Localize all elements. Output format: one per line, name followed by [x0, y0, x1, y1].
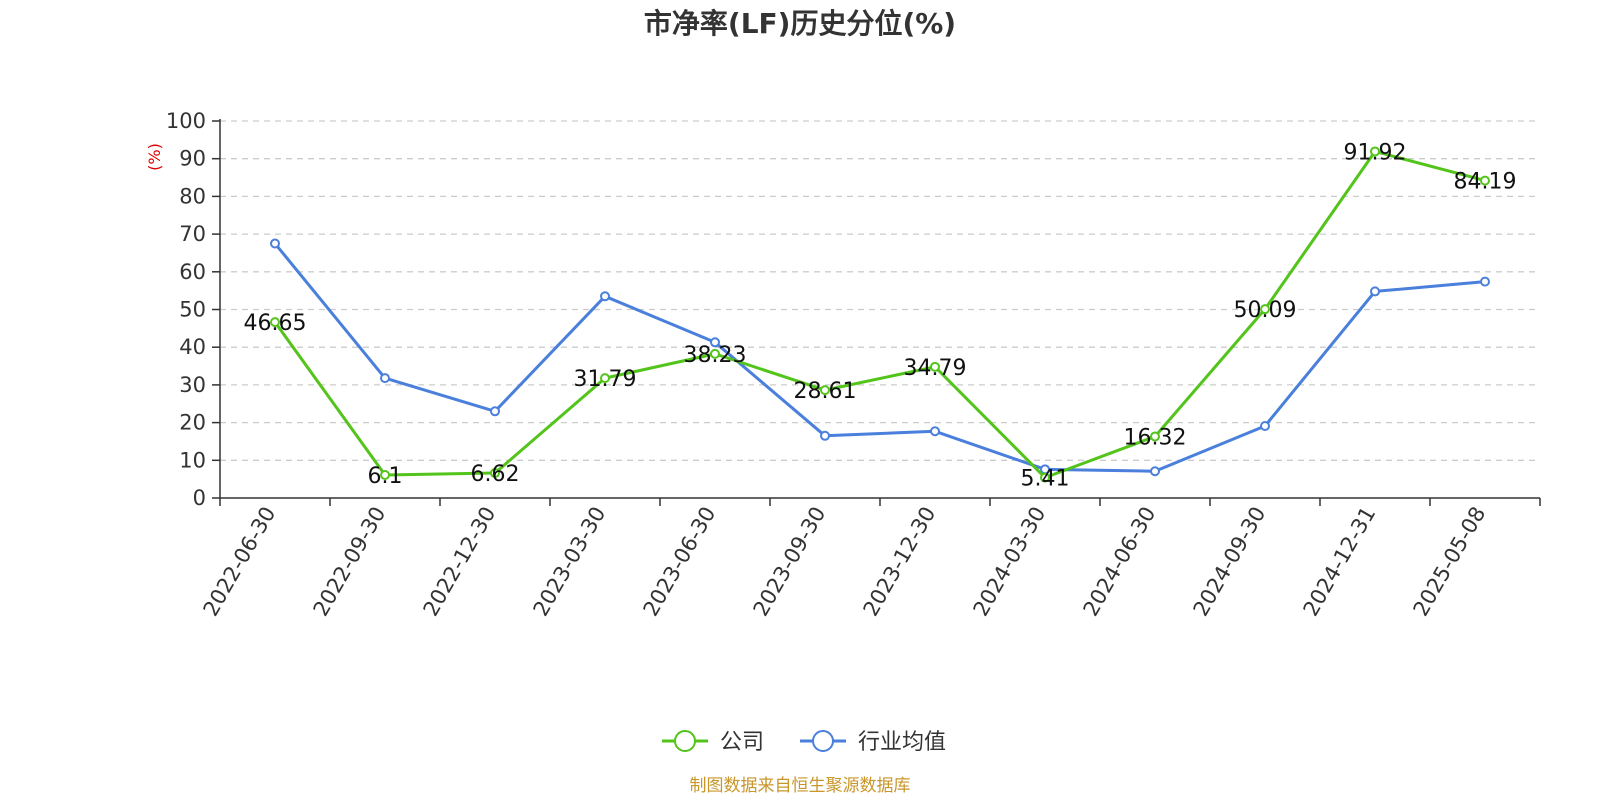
data-point — [490, 406, 500, 417]
data-point — [270, 238, 280, 249]
data-point — [380, 373, 390, 384]
legend-marker — [674, 730, 696, 752]
data-label: 16.32 — [1124, 425, 1187, 450]
x-tick-label: 2022-12-30 — [419, 503, 501, 621]
y-tick-labels: 0 10 20 30 40 50 60 70 80 90 100 — [166, 109, 206, 510]
y-tick-label: 70 — [179, 222, 206, 246]
data-point — [1260, 304, 1270, 315]
data-point — [1370, 286, 1380, 297]
data-point — [1040, 472, 1050, 483]
y-tick-label: 30 — [179, 373, 206, 397]
data-label: 6.62 — [471, 462, 520, 487]
data-point — [270, 317, 280, 328]
y-tick-label: 10 — [179, 448, 206, 472]
series-line — [273, 242, 1486, 473]
data-point — [1370, 146, 1380, 157]
x-tick-label: 2025-05-08 — [1409, 503, 1491, 621]
x-tick-label: 2022-06-30 — [199, 503, 281, 621]
x-tick-label: 2023-03-30 — [529, 503, 611, 621]
x-tick-label: 2023-09-30 — [749, 503, 831, 621]
data-label: 28.61 — [794, 379, 857, 404]
data-point — [600, 373, 610, 384]
y-tick-label: 40 — [179, 335, 206, 359]
source-note: 制图数据来自恒生聚源数据库 — [690, 776, 911, 796]
grid-lines — [220, 120, 1540, 461]
data-point — [1260, 420, 1270, 431]
series-line — [273, 149, 1486, 480]
y-axis-label: (%) — [145, 143, 164, 171]
data-label: 5.41 — [1021, 467, 1070, 492]
x-tick-label: 2024-12-31 — [1299, 503, 1381, 621]
axes — [212, 119, 1541, 506]
data-point — [820, 430, 830, 441]
data-label: 31.79 — [574, 367, 637, 392]
data-point — [1480, 276, 1490, 287]
x-tick-label: 2024-09-30 — [1189, 503, 1271, 621]
y-tick-label: 0 — [193, 486, 206, 510]
legend: 公司 行业均值 — [662, 730, 946, 755]
y-tick-label: 90 — [179, 147, 206, 171]
series-group — [270, 146, 1490, 483]
y-tick-label: 60 — [179, 260, 206, 284]
y-tick-label: 100 — [166, 109, 206, 133]
x-tick-label: 2023-12-30 — [859, 503, 941, 621]
data-labels: 46.65 6.1 6.62 31.79 38.23 28.61 34.79 5.41 16.3… — [244, 140, 1517, 491]
data-point — [1480, 175, 1490, 186]
y-tick-label: 80 — [179, 184, 206, 208]
x-tick-labels: 2022-06-30 2022-09-30 2022-12-30 2023-03-30… — [199, 503, 1491, 621]
data-point — [930, 361, 940, 372]
data-point — [490, 468, 500, 479]
data-label: 6.1 — [368, 464, 403, 489]
data-point — [930, 426, 940, 437]
y-tick-label: 20 — [179, 411, 206, 435]
legend-marker — [812, 730, 834, 752]
data-label: 50.09 — [1234, 298, 1297, 323]
chart-title: 市净率(LF)历史分位(%) — [644, 7, 956, 40]
y-tick-label: 50 — [179, 298, 206, 322]
data-point — [710, 348, 720, 359]
data-label: 91.92 — [1344, 140, 1407, 165]
data-point — [710, 337, 720, 348]
x-tick-label: 2024-03-30 — [969, 503, 1051, 621]
legend-label: 公司 — [720, 730, 764, 755]
data-label: 38.23 — [684, 343, 747, 368]
x-tick-label: 2022-09-30 — [309, 503, 391, 621]
data-point — [820, 385, 830, 396]
data-label: 34.79 — [904, 356, 967, 381]
legend-label: 行业均值 — [858, 730, 946, 755]
x-tick-label: 2023-06-30 — [639, 503, 721, 621]
data-point — [380, 470, 390, 481]
data-point — [1150, 466, 1160, 477]
data-label: 84.19 — [1454, 170, 1517, 195]
x-tick-label: 2024-06-30 — [1079, 503, 1161, 621]
data-point — [1150, 431, 1160, 442]
data-label: 46.65 — [244, 311, 307, 336]
data-point — [600, 291, 610, 302]
